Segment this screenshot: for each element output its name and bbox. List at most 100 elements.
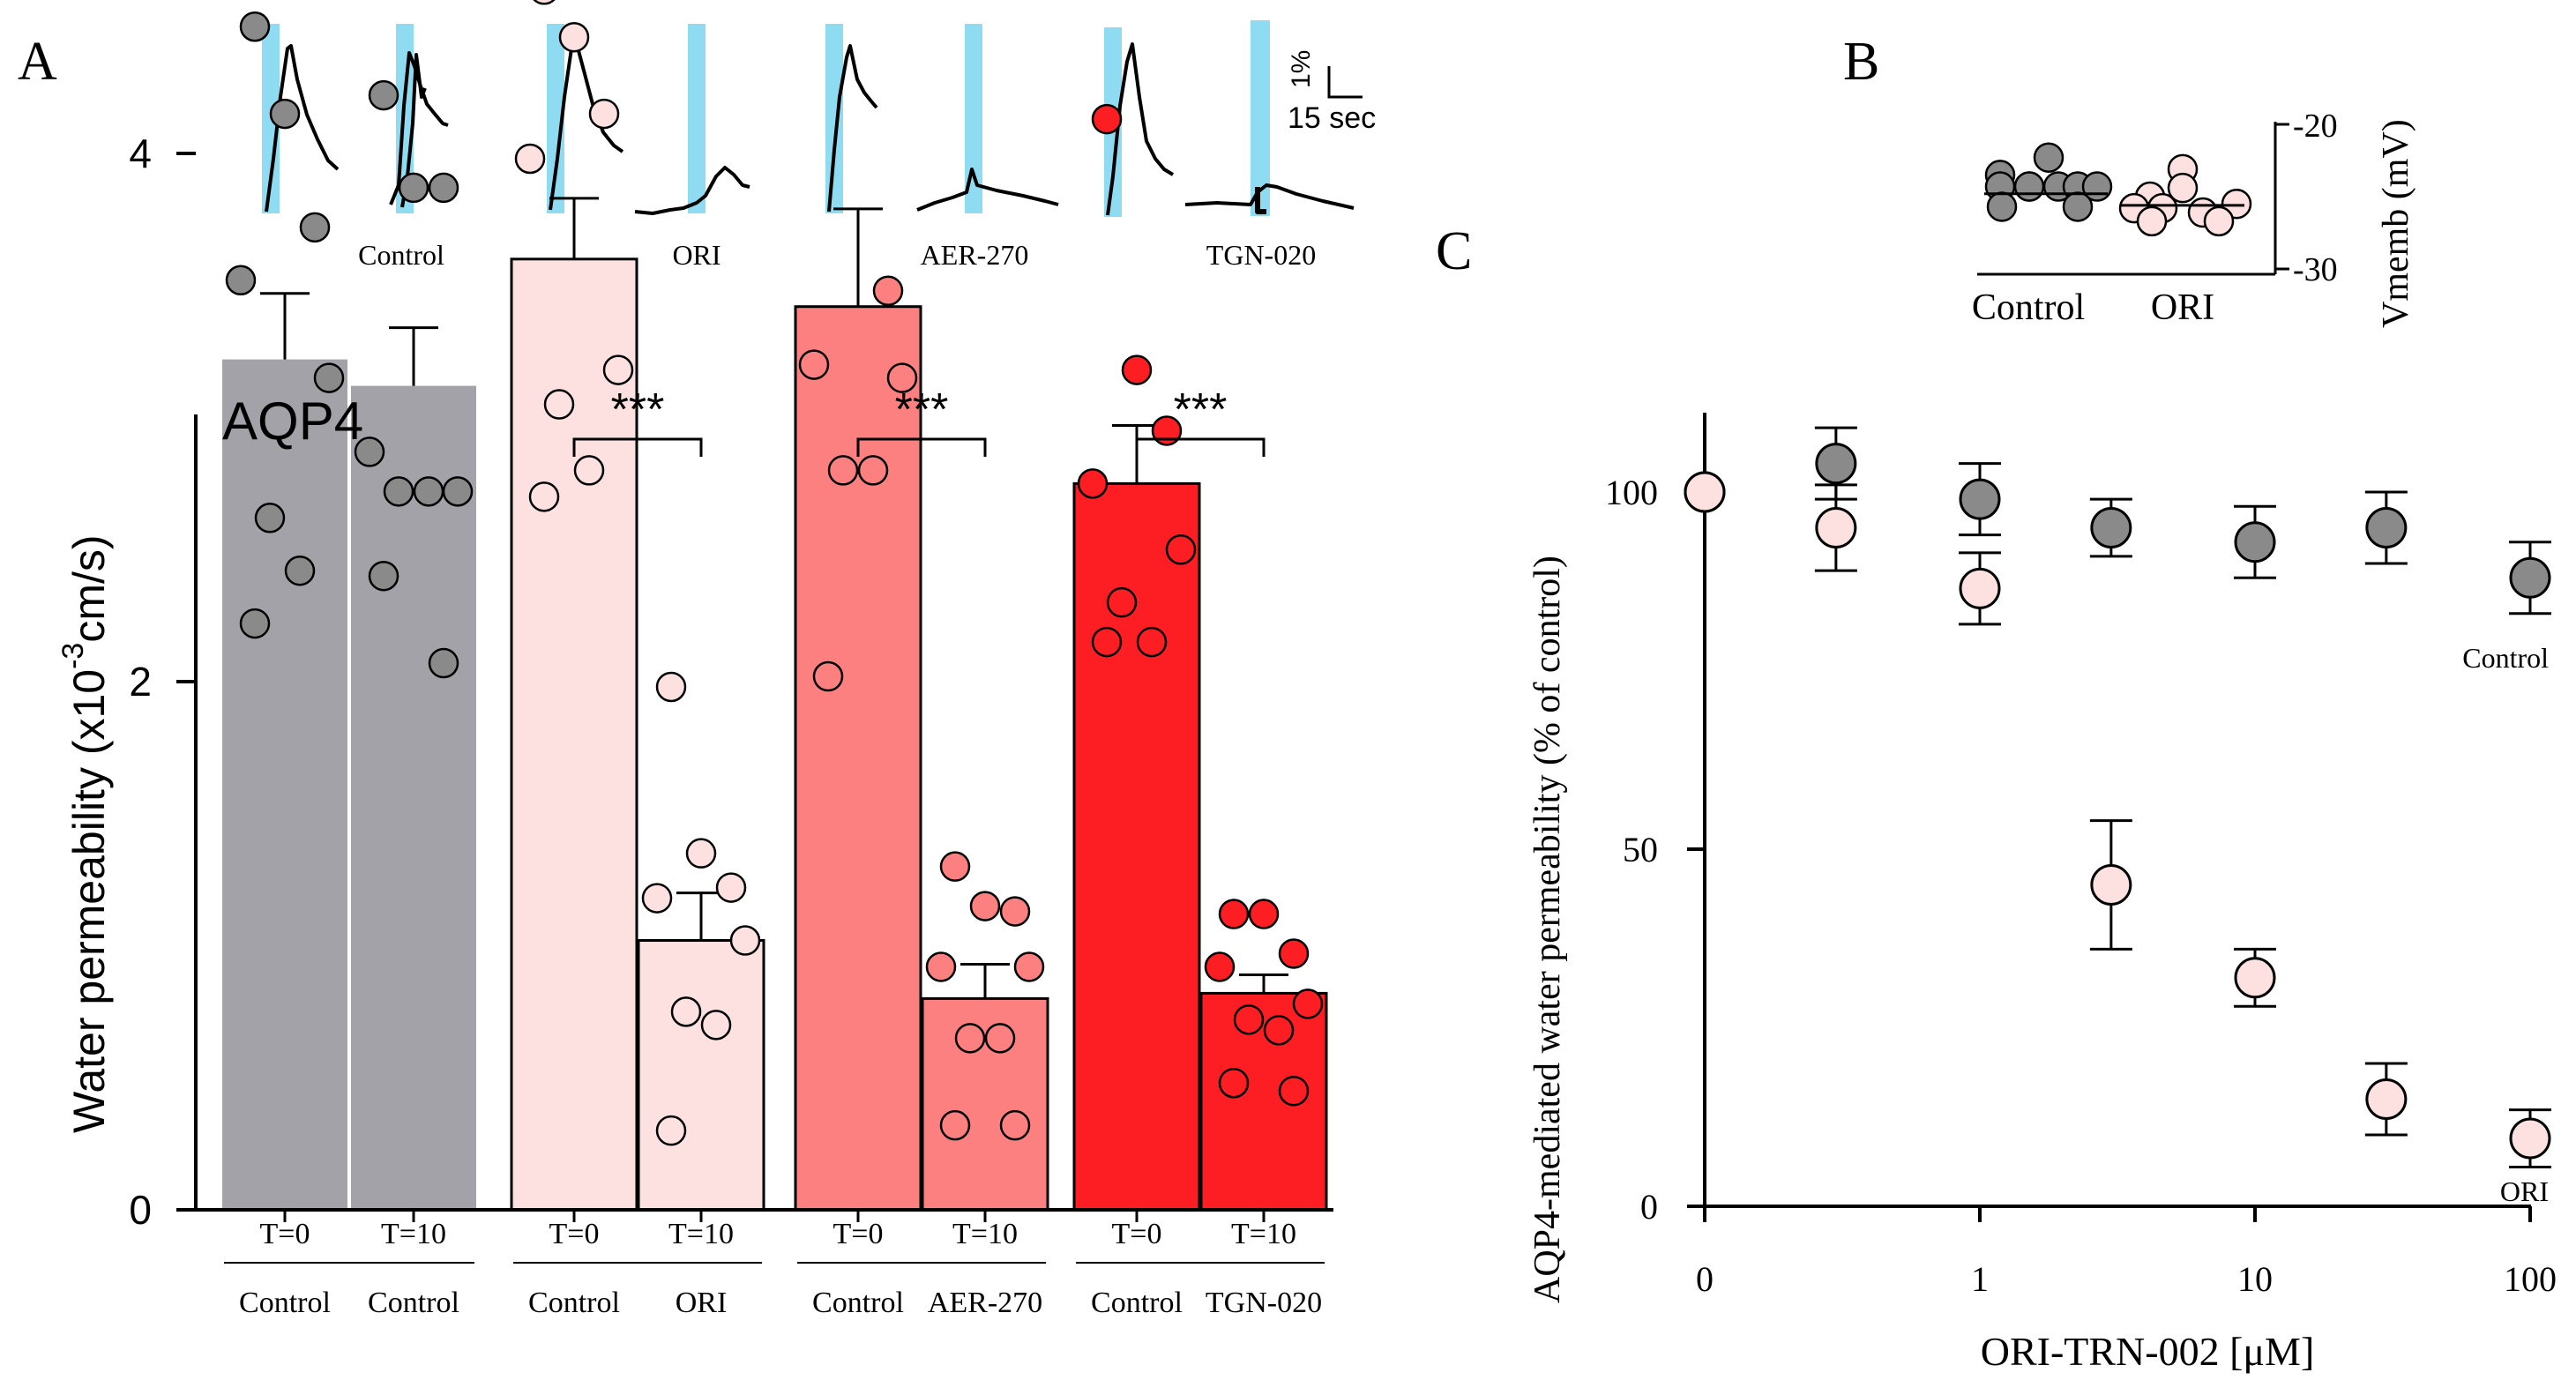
data-point (685, 838, 717, 869)
c-ori-point (1815, 507, 1857, 548)
y-axis-label: Water permeability (x10-3cm/s) (56, 534, 114, 1133)
trace-ori-t10 (634, 166, 750, 215)
trace-tgn-t0 (1106, 42, 1175, 216)
stim-bar (688, 24, 706, 213)
data-point (284, 555, 316, 586)
stim-bar (825, 24, 843, 213)
c-y-tick-label: 0 (1640, 1187, 1658, 1227)
x-tick-label-treatment: TGN-020 (1206, 1287, 1322, 1319)
data-point (543, 389, 575, 420)
chart-title: AQP4 (222, 392, 363, 451)
data-point (729, 925, 761, 956)
c-ori-point (2234, 957, 2276, 999)
data-point (1278, 938, 1310, 969)
stim-bar (965, 24, 982, 213)
data-point (984, 1023, 1016, 1054)
b-y-tick-label: -20 (2293, 108, 2338, 145)
c-x-tick-label: 0 (1696, 1259, 1714, 1299)
significance-bracket (856, 437, 987, 457)
trace-label-tgn: TGN-020 (1206, 239, 1316, 271)
data-point (528, 481, 560, 512)
data-point (239, 11, 271, 42)
trace-control-t0 (265, 44, 340, 213)
x-tick-label-time: T=10 (1231, 1218, 1296, 1250)
bar (921, 996, 1049, 1212)
vmemb-panel: -20 -30 Vmemb (mV) Control ORI (1972, 108, 2416, 328)
significance-label: *** (895, 384, 949, 436)
trace-label-control: Control (358, 239, 444, 271)
x-tick-label-treatment: AER-270 (928, 1287, 1042, 1319)
c-control-point (2234, 521, 2276, 563)
c-ori-point (1959, 567, 2001, 609)
significance-bracket (572, 437, 703, 457)
bar (351, 385, 476, 1210)
b-control-point (2062, 191, 2094, 222)
c-ori-point (2090, 864, 2132, 906)
stim-bar (547, 24, 564, 213)
c-ori-point (2509, 1117, 2551, 1160)
data-point (999, 1109, 1031, 1141)
data-point (1248, 899, 1280, 929)
data-point (354, 436, 385, 467)
trace-aer-t10 (916, 168, 1059, 212)
data-point (886, 362, 918, 393)
data-point (1121, 354, 1153, 385)
data-point (1106, 586, 1138, 618)
data-point (514, 143, 546, 175)
scale-percent-label: 1% (1287, 50, 1316, 88)
data-point (313, 362, 345, 393)
data-point (857, 455, 889, 486)
x-tick-label-treatment: ORI (676, 1287, 728, 1319)
y-tick-label: 0 (129, 1187, 152, 1233)
data-point (368, 560, 399, 592)
data-point (1091, 103, 1123, 135)
scale-time-label: 15 sec (1288, 101, 1376, 135)
data-point (655, 1115, 687, 1146)
trace-label-ori: ORI (672, 239, 721, 271)
x-tick-label-time: T=0 (833, 1218, 884, 1250)
data-point (925, 951, 957, 982)
c-control-point (2509, 556, 2551, 599)
error-bar (389, 326, 438, 386)
data-point (588, 98, 620, 130)
data-point (812, 660, 844, 692)
c-y-axis-label: AQP4-mediated water permeability (% of c… (1527, 556, 1568, 1303)
b-y-tick-label: -30 (2293, 251, 2338, 288)
panel-label-b: B (1843, 32, 1879, 92)
data-point (398, 172, 429, 204)
data-point (954, 1023, 986, 1054)
c-y-tick-label: 50 (1623, 830, 1658, 869)
data-point (225, 265, 257, 296)
data-point (558, 21, 590, 53)
bar (637, 939, 765, 1212)
data-point (969, 891, 1001, 921)
c-control-point (1959, 478, 2001, 520)
data-point (1013, 951, 1045, 982)
data-point (1091, 626, 1123, 658)
c-legend-control: Control (2462, 642, 2549, 674)
data-point (700, 1010, 732, 1041)
c-x-axis-label: ORI-TRN-002 [μM] (1981, 1329, 2315, 1374)
error-bar (1239, 973, 1288, 994)
data-point (533, 0, 556, 5)
trace-aer-t0 (827, 44, 878, 213)
error-bar (676, 891, 726, 941)
data-point (655, 671, 687, 703)
data-point (269, 98, 301, 130)
data-point (1218, 1067, 1250, 1099)
c-legend-ori: ORI (2500, 1175, 2549, 1207)
bar (1072, 481, 1201, 1212)
panel-label-c: C (1436, 221, 1472, 281)
scale-bar (1327, 66, 1363, 99)
x-tick-label-treatment: Control (812, 1287, 904, 1319)
b-ori-point (2167, 172, 2199, 204)
data-point (1204, 951, 1236, 982)
trace-label-aer: AER-270 (921, 239, 1029, 271)
data-point (999, 896, 1031, 927)
b-control-point (1986, 191, 2018, 222)
x-tick-label-time: T=0 (260, 1218, 310, 1250)
c-x-tick-label: 100 (2504, 1259, 2557, 1299)
b-x-label-control: Control (1972, 287, 2085, 328)
significance-label: *** (611, 384, 665, 436)
